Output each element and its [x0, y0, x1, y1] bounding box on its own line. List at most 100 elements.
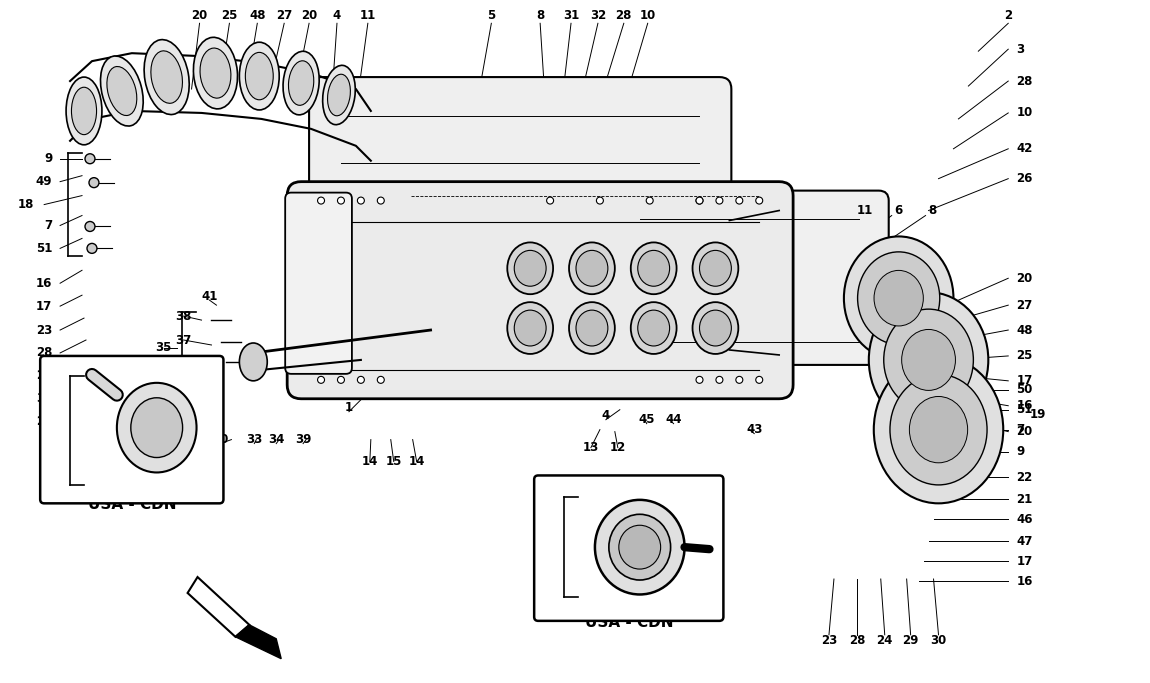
Text: 8: 8 — [536, 9, 544, 22]
Ellipse shape — [507, 242, 553, 294]
Ellipse shape — [358, 197, 365, 204]
Ellipse shape — [337, 197, 345, 204]
Ellipse shape — [576, 251, 608, 286]
Ellipse shape — [85, 221, 95, 232]
FancyBboxPatch shape — [288, 182, 794, 399]
Ellipse shape — [66, 77, 102, 145]
Ellipse shape — [630, 242, 676, 294]
Ellipse shape — [131, 398, 183, 458]
Text: 16: 16 — [1017, 400, 1033, 413]
Ellipse shape — [756, 376, 762, 383]
FancyBboxPatch shape — [534, 475, 723, 621]
Polygon shape — [187, 577, 250, 637]
Text: 7: 7 — [1017, 423, 1025, 436]
Text: 15: 15 — [385, 455, 402, 468]
Text: 50: 50 — [1017, 383, 1033, 396]
Text: 26: 26 — [1017, 172, 1033, 185]
Text: 51: 51 — [1017, 403, 1033, 416]
Text: 48: 48 — [250, 9, 266, 22]
Ellipse shape — [756, 197, 762, 204]
Text: 18: 18 — [18, 198, 34, 211]
Text: 52: 52 — [51, 480, 66, 490]
Ellipse shape — [507, 302, 553, 354]
Text: 28: 28 — [1017, 74, 1033, 87]
Ellipse shape — [144, 40, 190, 115]
Ellipse shape — [546, 197, 553, 204]
Ellipse shape — [699, 251, 731, 286]
Text: 30: 30 — [930, 635, 946, 647]
Text: 48: 48 — [1017, 324, 1033, 337]
Text: 9: 9 — [44, 152, 52, 165]
Ellipse shape — [736, 197, 743, 204]
Ellipse shape — [193, 38, 238, 109]
Text: 45: 45 — [638, 413, 655, 426]
Ellipse shape — [874, 356, 1003, 503]
Ellipse shape — [638, 251, 669, 286]
Text: 20: 20 — [301, 9, 317, 22]
Text: 31: 31 — [562, 9, 580, 22]
Text: 24: 24 — [876, 635, 892, 647]
Polygon shape — [236, 625, 282, 658]
Ellipse shape — [239, 343, 267, 381]
Text: 21: 21 — [1017, 493, 1033, 506]
Text: 24: 24 — [36, 370, 52, 382]
Ellipse shape — [358, 376, 365, 383]
Ellipse shape — [337, 376, 345, 383]
Text: 3: 3 — [1017, 43, 1025, 56]
Text: 49: 49 — [36, 175, 52, 188]
Ellipse shape — [597, 197, 604, 204]
Text: 34: 34 — [268, 433, 284, 446]
Ellipse shape — [200, 48, 231, 98]
Ellipse shape — [317, 197, 324, 204]
Text: 39: 39 — [294, 433, 312, 446]
Ellipse shape — [85, 154, 95, 164]
Text: 32: 32 — [590, 9, 606, 22]
Text: 19: 19 — [1030, 408, 1046, 421]
Ellipse shape — [696, 376, 703, 383]
Text: 28: 28 — [615, 9, 632, 22]
FancyBboxPatch shape — [309, 77, 731, 201]
Text: 44: 44 — [666, 413, 682, 426]
Text: 11: 11 — [857, 204, 873, 217]
Text: 18: 18 — [40, 395, 56, 405]
Ellipse shape — [107, 66, 137, 115]
Ellipse shape — [377, 376, 384, 383]
Ellipse shape — [608, 514, 670, 580]
Text: 29: 29 — [903, 635, 919, 647]
Ellipse shape — [736, 376, 743, 383]
Ellipse shape — [883, 309, 973, 410]
Text: 23: 23 — [821, 635, 837, 647]
Ellipse shape — [323, 66, 355, 125]
Ellipse shape — [716, 376, 723, 383]
Text: 36: 36 — [176, 355, 192, 368]
Text: 4: 4 — [332, 9, 342, 22]
Text: 20: 20 — [1017, 425, 1033, 438]
Text: 16: 16 — [36, 277, 52, 290]
Ellipse shape — [716, 197, 723, 204]
Ellipse shape — [514, 251, 546, 286]
Text: 25: 25 — [221, 9, 238, 22]
Text: 41: 41 — [201, 290, 217, 303]
Ellipse shape — [874, 270, 923, 326]
Ellipse shape — [844, 236, 953, 360]
Text: 28: 28 — [849, 635, 865, 647]
Ellipse shape — [638, 310, 669, 346]
Text: 27: 27 — [276, 9, 292, 22]
Text: 11: 11 — [360, 9, 376, 22]
Ellipse shape — [858, 252, 940, 344]
Text: 29: 29 — [36, 415, 52, 428]
Ellipse shape — [245, 53, 274, 100]
Text: 7: 7 — [44, 219, 52, 232]
Ellipse shape — [71, 87, 97, 135]
Ellipse shape — [283, 51, 320, 115]
Text: 12: 12 — [610, 441, 626, 454]
Text: 2: 2 — [1004, 9, 1012, 22]
Text: 35: 35 — [155, 342, 171, 354]
Text: 28: 28 — [36, 346, 52, 359]
Ellipse shape — [377, 197, 384, 204]
Text: 19: 19 — [535, 516, 550, 527]
Ellipse shape — [630, 302, 676, 354]
Ellipse shape — [902, 329, 956, 391]
Ellipse shape — [514, 310, 546, 346]
Text: 5: 5 — [488, 9, 496, 22]
